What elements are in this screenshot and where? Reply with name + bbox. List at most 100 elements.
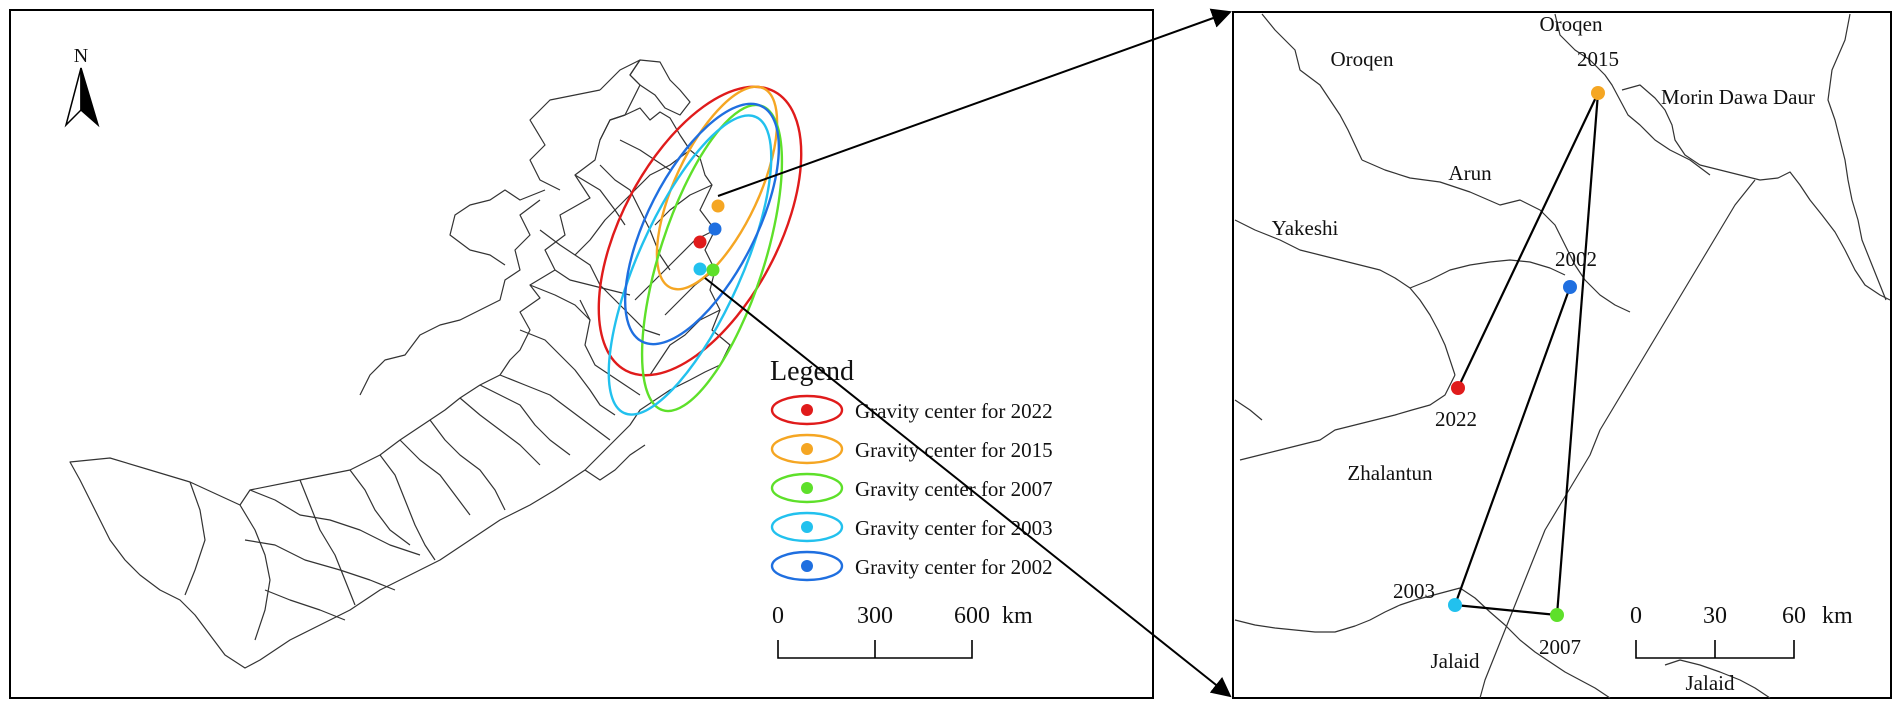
right-scale-tick-1: 30 bbox=[1703, 603, 1727, 629]
ellipse-2015 bbox=[655, 85, 779, 291]
center-point-2015 bbox=[711, 199, 725, 213]
legend-item-label: Gravity center for 2007 bbox=[855, 477, 1053, 501]
province-outline bbox=[379, 454, 436, 561]
region-label-yakeshi: Yakeshi bbox=[1272, 216, 1339, 240]
legend-item: Gravity center for 2022 bbox=[770, 394, 1053, 426]
left-map-frame bbox=[9, 9, 1154, 699]
region-label-arun: Arun bbox=[1448, 161, 1492, 185]
legend-item: Gravity center for 2007 bbox=[770, 472, 1053, 504]
province-outline bbox=[554, 269, 631, 296]
province-outline bbox=[479, 384, 571, 456]
boundary-west-edge bbox=[1234, 399, 1263, 421]
legend-point-swatch bbox=[801, 560, 813, 572]
province-outline bbox=[429, 419, 506, 511]
north-arrow-right-half bbox=[80, 67, 100, 128]
province-boundaries bbox=[69, 59, 731, 669]
point-2015 bbox=[1591, 86, 1605, 100]
boundary-jalaid-east bbox=[1664, 659, 1771, 699]
point-labels: 2015 2002 2022 2003 2007 bbox=[1393, 47, 1619, 659]
point-2007 bbox=[1550, 608, 1564, 622]
province-outline bbox=[399, 439, 471, 516]
province-outline bbox=[244, 539, 396, 591]
province-outline bbox=[529, 89, 601, 191]
region-label-zhalantun: Zhalantun bbox=[1347, 461, 1433, 485]
right-map-frame bbox=[1232, 11, 1892, 699]
point-2002 bbox=[1563, 280, 1577, 294]
province-outline bbox=[619, 139, 671, 171]
ellipse-2022 bbox=[597, 85, 803, 377]
province-outline bbox=[529, 284, 591, 321]
province-outline bbox=[459, 397, 541, 466]
boundary-yakeshi bbox=[1234, 219, 1456, 376]
right-scale-tick-0: 0 bbox=[1630, 603, 1642, 629]
legend-item: Gravity center for 2002 bbox=[770, 550, 1053, 582]
north-arrow: N bbox=[64, 45, 100, 128]
province-outline bbox=[599, 59, 641, 141]
point-2003 bbox=[1448, 598, 1462, 612]
gravity-centers bbox=[693, 199, 725, 277]
legend-point-swatch bbox=[801, 443, 813, 455]
legend-title: Legend bbox=[770, 356, 854, 387]
legend-ellipse-swatch bbox=[770, 472, 844, 504]
connector-arrow-bottom bbox=[704, 277, 1232, 698]
boundary-arun-south bbox=[1409, 259, 1566, 289]
north-arrow-letter: N bbox=[74, 45, 88, 67]
boundary-oroqen-east bbox=[1554, 13, 1711, 176]
point-2022 bbox=[1451, 381, 1465, 395]
right-scale-bar bbox=[1635, 640, 1795, 659]
point-label-2002: 2002 bbox=[1555, 247, 1597, 271]
right-scale-unit: km bbox=[1822, 603, 1853, 629]
boundary-river-diagonal bbox=[1479, 179, 1756, 699]
legend-point-swatch bbox=[801, 482, 813, 494]
legend-item: Gravity center for 2015 bbox=[770, 433, 1053, 465]
left-scale-bar bbox=[777, 640, 973, 659]
point-label-2007: 2007 bbox=[1539, 635, 1581, 659]
legend-item-label: Gravity center for 2015 bbox=[855, 438, 1053, 462]
left-scale-tick-2: 600 bbox=[954, 603, 990, 629]
ellipse-2003 bbox=[607, 114, 773, 416]
trajectory-lines bbox=[1453, 92, 1600, 617]
center-point-2003 bbox=[693, 262, 707, 276]
province-outline bbox=[299, 479, 356, 606]
boundary-morin-dawa bbox=[1621, 84, 1891, 301]
right-scale-line bbox=[1635, 640, 1795, 659]
trajectory-2015-2022 bbox=[1457, 92, 1599, 389]
point-label-2003: 2003 bbox=[1393, 579, 1435, 603]
province-outline bbox=[499, 374, 611, 441]
province-outline bbox=[239, 504, 271, 641]
province-outline bbox=[249, 489, 421, 556]
region-label-jalaid-west: Jalaid bbox=[1431, 649, 1480, 673]
region-label-jalaid-east: Jalaid bbox=[1686, 671, 1735, 695]
province-outline bbox=[584, 444, 646, 481]
county-boundaries bbox=[1234, 13, 1891, 699]
center-point-2007 bbox=[706, 263, 720, 277]
province-outline bbox=[264, 589, 346, 621]
trajectory-2007-2015 bbox=[1555, 92, 1600, 616]
boundary-oroqen-west bbox=[1261, 13, 1363, 161]
trajectory-2002-2003 bbox=[1453, 286, 1572, 606]
ellipse-2002 bbox=[623, 102, 781, 346]
province-outline bbox=[519, 329, 616, 416]
connector-arrow-top bbox=[717, 8, 1232, 197]
center-point-2002 bbox=[708, 222, 722, 236]
legend-ellipse-swatch bbox=[770, 394, 844, 426]
left-scale-unit: km bbox=[1002, 603, 1033, 629]
boundary-arun-north bbox=[1361, 159, 1631, 313]
right-map-points bbox=[1448, 86, 1605, 622]
legend: Legend Gravity center for 2022 Gravity ce… bbox=[770, 356, 1053, 582]
province-outline bbox=[649, 309, 721, 376]
province-outline bbox=[449, 189, 546, 266]
legend-point-swatch bbox=[801, 521, 813, 533]
boundary-zhalantun bbox=[1239, 374, 1456, 461]
province-outline bbox=[359, 199, 541, 396]
province-outline bbox=[349, 469, 411, 546]
region-label-morin-dawa-daur: Morin Dawa Daur bbox=[1661, 85, 1815, 109]
legend-point-swatch bbox=[801, 404, 813, 416]
center-point-2022 bbox=[693, 235, 707, 249]
legend-item-label: Gravity center for 2022 bbox=[855, 399, 1053, 423]
region-label-oroqen-top: Oroqen bbox=[1540, 12, 1603, 36]
legend-item-label: Gravity center for 2002 bbox=[855, 555, 1053, 579]
legend-item-label: Gravity center for 2003 bbox=[855, 516, 1053, 540]
point-label-2015: 2015 bbox=[1577, 47, 1619, 71]
